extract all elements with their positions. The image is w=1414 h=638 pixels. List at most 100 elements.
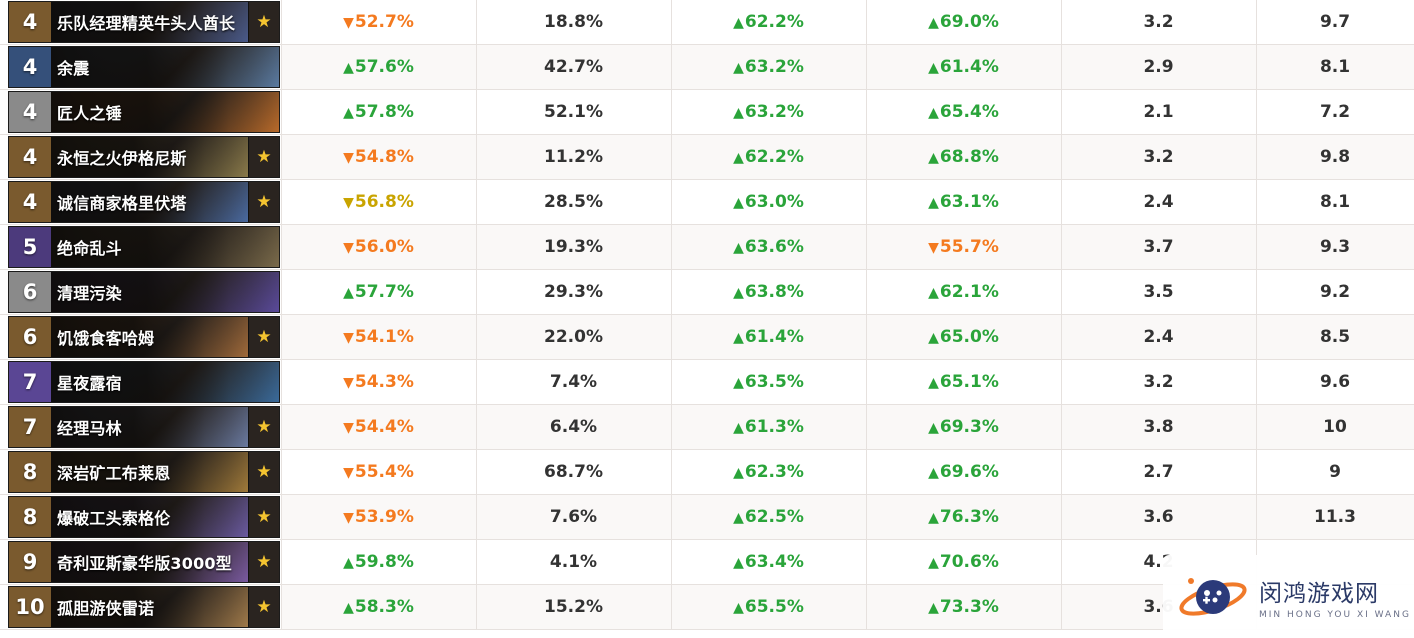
- metric-value: ▼55.4%: [343, 462, 414, 482]
- metric-percent: 54.8%: [354, 147, 414, 167]
- card-banner[interactable]: 5 绝命乱斗: [8, 226, 280, 268]
- plain-value: 11.2%: [544, 147, 603, 167]
- trend-arrow-icon: ▼: [343, 510, 354, 526]
- value-cell: 11.2%: [476, 134, 672, 180]
- card-banner[interactable]: 10 孤胆游侠雷诺 ★: [8, 586, 280, 628]
- tier-badge: 10: [9, 587, 51, 627]
- metric-percent: 63.5%: [744, 372, 804, 392]
- metric-value: ▼56.0%: [343, 237, 414, 257]
- card-art: 乐队经理精英牛头人酋长: [51, 2, 248, 42]
- metric-value: ▲63.5%: [733, 372, 804, 392]
- card-banner[interactable]: 4 余震: [8, 46, 280, 88]
- watermark-name-en: MIN HONG YOU XI WANG: [1259, 609, 1411, 620]
- metric-cell: ▲61.3%: [671, 404, 867, 450]
- metric-percent: 56.8%: [354, 192, 414, 212]
- metric-percent: 69.3%: [939, 417, 999, 437]
- metric-value: ▲63.8%: [733, 282, 804, 302]
- metric-cell: ▲63.8%: [671, 269, 867, 315]
- trend-arrow-icon: ▲: [733, 555, 744, 571]
- metric-value: ▲63.6%: [733, 237, 804, 257]
- card-banner[interactable]: 9 奇利亚斯豪华版3000型 ★: [8, 541, 280, 583]
- metric-percent: 63.4%: [744, 552, 804, 572]
- metric-value: ▲63.4%: [733, 552, 804, 572]
- tier-badge: 4: [9, 2, 51, 42]
- trend-arrow-icon: ▲: [928, 600, 939, 616]
- value-cell: 22.0%: [476, 314, 672, 360]
- metric-cell: ▲63.5%: [671, 359, 867, 405]
- plain-value: 9.7: [1319, 12, 1351, 32]
- plain-value: 3.8: [1143, 417, 1174, 437]
- metric-percent: 54.1%: [354, 327, 414, 347]
- metric-cell: ▼54.4%: [281, 404, 477, 450]
- metric-value: ▲76.3%: [928, 507, 999, 527]
- value-cell: 29.3%: [476, 269, 672, 315]
- value-cell: 18.8%: [476, 0, 672, 45]
- card-banner[interactable]: 6 清理污染: [8, 271, 280, 313]
- metric-percent: 63.0%: [744, 192, 804, 212]
- card-banner[interactable]: 4 匠人之锤: [8, 91, 280, 133]
- metric-cell: ▲65.5%: [671, 584, 867, 630]
- metric-value: ▲69.3%: [928, 417, 999, 437]
- plain-value: 18.8%: [544, 12, 603, 32]
- card-name: 经理马林: [57, 419, 122, 438]
- value-cell: 2.9: [1061, 44, 1257, 90]
- star-icon: ★: [248, 317, 279, 357]
- card-banner[interactable]: 7 星夜露宿: [8, 361, 280, 403]
- trend-arrow-icon: ▲: [928, 105, 939, 121]
- card-art: 孤胆游侠雷诺: [51, 587, 248, 627]
- table-row: 4 诚信商家格里伏塔 ★ ▼56.8% 28.5% ▲63.0% ▲63.1% 2.4 8.1: [0, 179, 1414, 225]
- trend-arrow-icon: ▲: [928, 375, 939, 391]
- card-banner[interactable]: 8 深岩矿工布莱恩 ★: [8, 451, 280, 493]
- metric-cell: ▼55.4%: [281, 449, 477, 495]
- value-cell: 2.4: [1061, 179, 1257, 225]
- value-cell: 2.1: [1061, 89, 1257, 135]
- card-banner[interactable]: 7 经理马林 ★: [8, 406, 280, 448]
- metric-percent: 62.5%: [744, 507, 804, 527]
- metric-percent: 57.7%: [354, 282, 414, 302]
- value-cell: 3.8: [1061, 404, 1257, 450]
- value-cell: 9.3: [1256, 224, 1414, 270]
- metric-cell: ▲69.0%: [866, 0, 1062, 45]
- trend-arrow-icon: ▼: [343, 195, 354, 211]
- value-cell: 68.7%: [476, 449, 672, 495]
- plain-value: 42.7%: [544, 57, 603, 77]
- plain-value: 2.1: [1143, 102, 1174, 122]
- metric-value: ▲63.2%: [733, 102, 804, 122]
- metric-value: ▲69.0%: [928, 12, 999, 32]
- metric-value: ▲69.6%: [928, 462, 999, 482]
- metric-cell: ▼56.0%: [281, 224, 477, 270]
- card-cell: 7 星夜露宿: [0, 359, 282, 405]
- card-banner[interactable]: 4 永恒之火伊格尼斯 ★: [8, 136, 280, 178]
- table-row: 4 乐队经理精英牛头人酋长 ★ ▼52.7% 18.8% ▲62.2% ▲69.0% 3.2 9…: [0, 0, 1414, 45]
- metric-percent: 61.3%: [744, 417, 804, 437]
- value-cell: 7.4%: [476, 359, 672, 405]
- metric-cell: ▲65.1%: [866, 359, 1062, 405]
- metric-value: ▲65.1%: [928, 372, 999, 392]
- trend-arrow-icon: ▲: [928, 285, 939, 301]
- card-art: 饥饿食客哈姆: [51, 317, 248, 357]
- card-banner[interactable]: 6 饥饿食客哈姆 ★: [8, 316, 280, 358]
- trend-arrow-icon: ▲: [733, 600, 744, 616]
- card-banner[interactable]: 4 诚信商家格里伏塔 ★: [8, 181, 280, 223]
- card-art: 余震: [51, 47, 279, 87]
- card-name: 余震: [57, 59, 90, 78]
- trend-arrow-icon: ▲: [928, 555, 939, 571]
- trend-arrow-icon: ▲: [928, 330, 939, 346]
- plain-value: 9.6: [1319, 372, 1351, 392]
- plain-value: 29.3%: [544, 282, 603, 302]
- card-name: 诚信商家格里伏塔: [57, 194, 187, 213]
- table-row: 9 奇利亚斯豪华版3000型 ★ ▲59.8% 4.1% ▲63.4% ▲70.6% 4.2: [0, 539, 1414, 585]
- plain-value: 8.1: [1319, 192, 1351, 212]
- metric-cell: ▲57.7%: [281, 269, 477, 315]
- trend-arrow-icon: ▼: [343, 240, 354, 256]
- plain-value: 7.2: [1319, 102, 1351, 122]
- trend-arrow-icon: ▲: [733, 510, 744, 526]
- metric-percent: 63.8%: [744, 282, 804, 302]
- metric-cell: ▲65.0%: [866, 314, 1062, 360]
- plain-value: 3.5: [1143, 282, 1174, 302]
- plain-value: 3.2: [1143, 12, 1174, 32]
- metric-value: ▲73.3%: [928, 597, 999, 617]
- metric-value: ▲57.8%: [343, 102, 414, 122]
- card-banner[interactable]: 8 爆破工头索格伦 ★: [8, 496, 280, 538]
- card-banner[interactable]: 4 乐队经理精英牛头人酋长 ★: [8, 1, 280, 43]
